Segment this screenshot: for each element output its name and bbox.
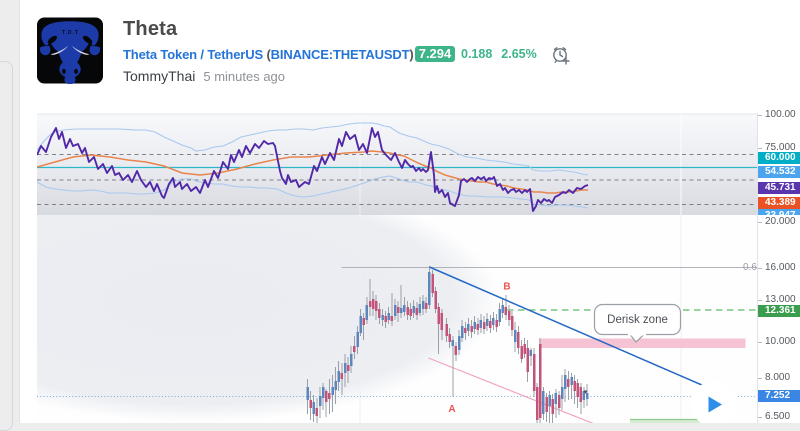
svg-text:Derisk zone: Derisk zone	[607, 314, 668, 326]
svg-text:B: B	[503, 282, 510, 293]
svg-text:A: A	[448, 404, 455, 415]
svg-text:T.D.T: T.D.T	[62, 30, 79, 36]
